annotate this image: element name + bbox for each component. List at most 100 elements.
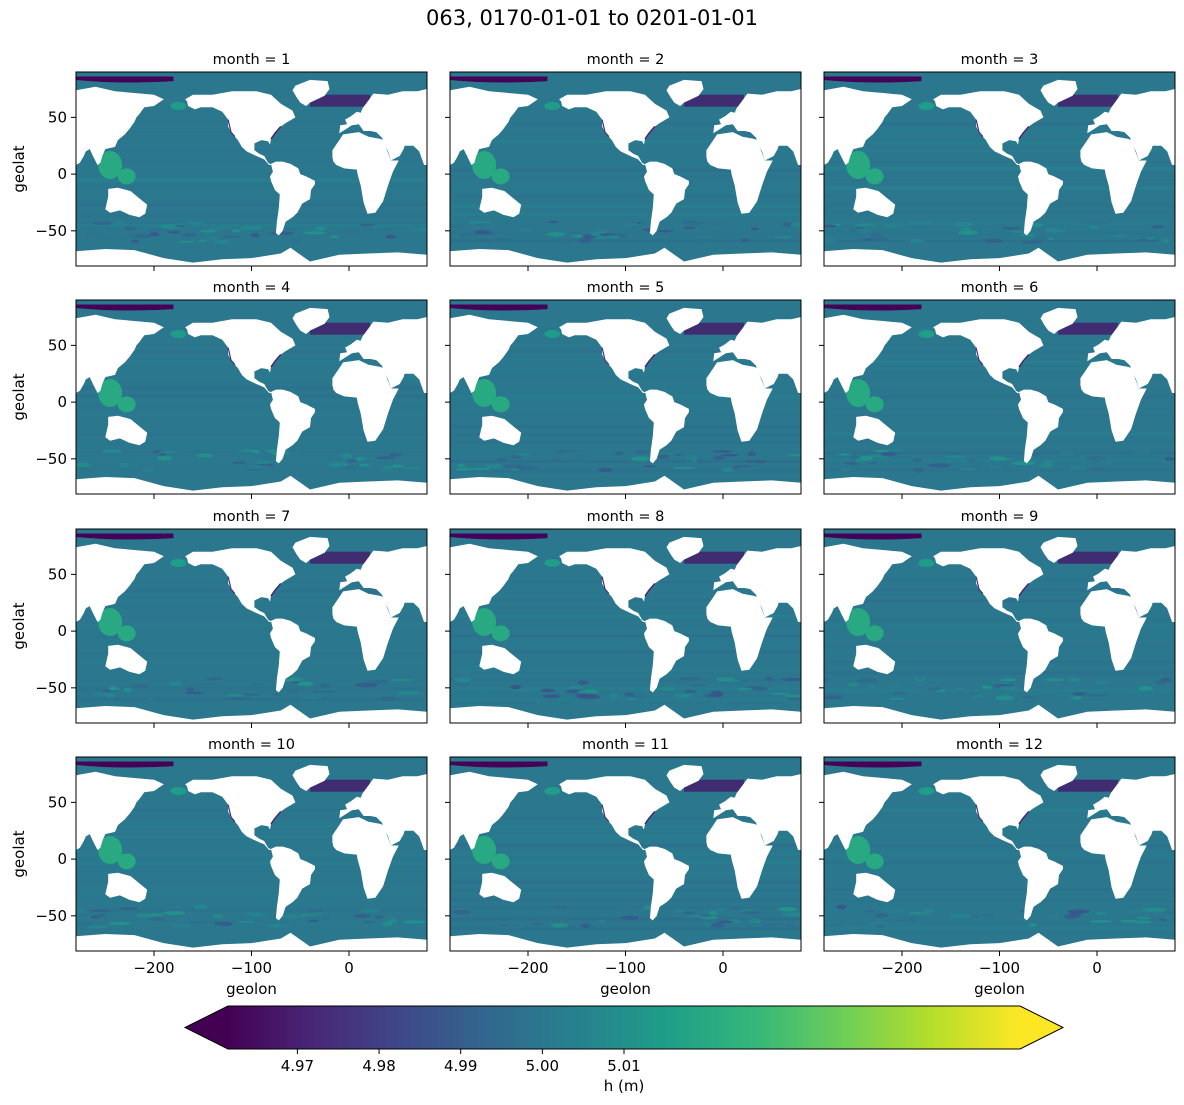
coast-current — [975, 119, 984, 138]
eddy — [546, 231, 566, 237]
eddy — [250, 233, 260, 238]
eddy — [673, 909, 685, 913]
eddy — [234, 465, 245, 469]
eddy — [953, 221, 973, 227]
ocean-band — [824, 404, 1175, 408]
eddy — [159, 450, 178, 454]
land-australia — [105, 872, 148, 903]
ocean-band — [824, 617, 1175, 621]
land-northAmerica — [185, 776, 296, 850]
eddy — [555, 450, 579, 453]
eddy — [342, 454, 353, 459]
land-northAmerica — [185, 548, 296, 622]
x-tick-label: −200 — [507, 959, 548, 977]
eddy — [176, 221, 191, 226]
eddy — [499, 923, 509, 928]
ocean-band — [824, 643, 1175, 647]
land-eurasia — [713, 317, 801, 393]
eddy — [103, 692, 116, 698]
eddy — [749, 460, 758, 463]
eddy — [620, 915, 640, 920]
ocean-band — [76, 442, 427, 444]
eddy — [989, 456, 1006, 461]
ocean-band — [824, 186, 1175, 191]
eddy — [1134, 920, 1152, 924]
ocean-band — [450, 168, 801, 172]
eddy — [597, 919, 606, 924]
eddy — [608, 693, 619, 699]
eddy — [450, 220, 458, 224]
eddy — [856, 227, 872, 233]
land-asiaWrapped — [76, 314, 164, 393]
eddy — [713, 456, 726, 460]
x-axis-label: geolon — [600, 980, 651, 998]
ocean-band — [76, 159, 427, 163]
eddy — [231, 229, 241, 233]
maritime-high — [846, 379, 871, 408]
ocean-band — [76, 178, 427, 183]
arctic-low — [450, 76, 548, 83]
eddy — [454, 677, 472, 682]
eddy — [110, 687, 121, 691]
eddy — [607, 235, 620, 239]
eddy — [338, 465, 360, 469]
eddy — [299, 696, 323, 700]
eddy — [884, 908, 906, 914]
figure-title: 063, 0170-01-01 to 0201-01-01 — [426, 6, 758, 30]
eddy — [246, 465, 270, 468]
eddy — [736, 687, 753, 691]
land-eurasia — [339, 774, 427, 850]
eddy — [1019, 240, 1043, 244]
eddy — [1161, 677, 1172, 682]
gulf-stream — [1018, 125, 1030, 140]
eddy — [197, 239, 207, 242]
eddy — [92, 221, 116, 225]
land-antarctic — [450, 475, 801, 494]
eddy — [551, 458, 561, 463]
land-asiaWrapped — [450, 314, 538, 393]
land-northAmerica — [933, 319, 1044, 393]
colorbar-outline — [183, 1005, 1065, 1050]
eddy — [110, 221, 127, 227]
eddy — [787, 453, 801, 456]
x-axis-label: geolon — [226, 980, 277, 998]
eddy — [358, 463, 370, 467]
eddy — [628, 690, 652, 694]
eddy — [950, 457, 963, 462]
eddy — [856, 678, 878, 683]
ocean-band — [450, 687, 801, 691]
eddy — [540, 688, 556, 693]
maritime-high — [846, 608, 871, 637]
eddy — [1037, 235, 1048, 239]
ocean-band — [450, 187, 801, 191]
land-africa — [1080, 360, 1147, 442]
ocean-band — [76, 881, 427, 884]
ocean-band — [824, 432, 1175, 436]
eddy — [134, 684, 149, 688]
eddy — [157, 455, 172, 461]
eddy — [955, 687, 965, 691]
land-southAmerica — [270, 846, 315, 921]
ocean-band — [450, 395, 801, 399]
eddy — [135, 913, 151, 918]
ocean-band — [76, 386, 427, 390]
land-northAmerica — [933, 91, 1044, 165]
ocean-band — [450, 625, 801, 628]
eddy — [550, 923, 569, 928]
eddy — [76, 908, 88, 913]
arctic-low — [76, 533, 174, 540]
eddy — [867, 921, 890, 927]
eddy — [168, 681, 183, 686]
land-asiaWrapped — [824, 771, 912, 850]
eddy — [410, 228, 425, 233]
maritime-high — [472, 836, 497, 865]
eddy — [960, 466, 978, 471]
eddy — [765, 676, 774, 682]
ocean-band — [76, 661, 427, 664]
land-southAmerica — [1018, 161, 1063, 236]
eddy — [624, 692, 635, 696]
eddy — [715, 916, 727, 921]
eddy — [749, 917, 759, 922]
eddy — [944, 455, 966, 458]
eddy — [514, 915, 527, 920]
